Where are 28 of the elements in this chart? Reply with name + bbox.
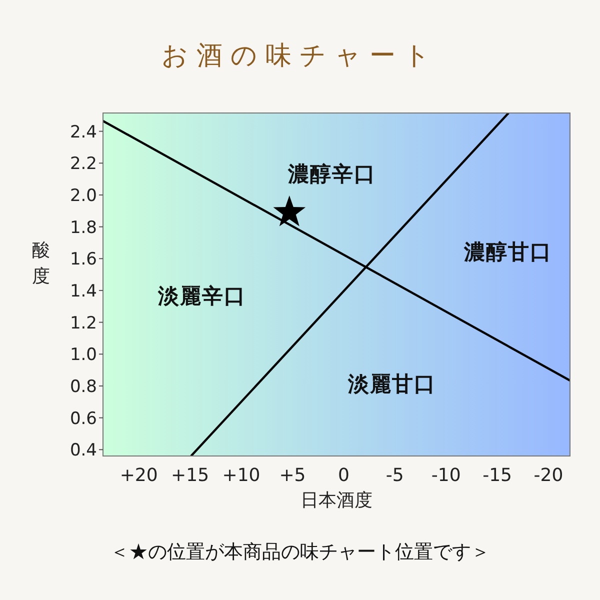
x-tick-label: -20: [534, 465, 564, 486]
y-tick-label: 1.4: [70, 281, 97, 302]
annotation: 淡麗辛口: [157, 283, 246, 308]
y-tick-label: 0.6: [70, 408, 97, 429]
x-tick-label: +10: [222, 465, 260, 486]
annotation: 濃醇辛口: [287, 161, 376, 186]
x-tick-label: +20: [120, 465, 158, 486]
y-tick-label: 1.8: [70, 218, 97, 238]
y-tick-label: 2.2: [70, 154, 97, 174]
y-tick-label: 1.6: [70, 250, 97, 270]
x-tick-label: +5: [279, 465, 306, 486]
text: ＜★の位置が本商品の味チャート位置です＞: [110, 541, 490, 563]
x-axis-title: 日本酒度: [300, 490, 372, 511]
y-tick-label: 2.4: [70, 122, 97, 142]
y-axis-title: 酸度: [32, 240, 50, 287]
y-tick-label: 1.2: [70, 313, 97, 334]
y-tick-label: 0.8: [70, 376, 97, 397]
chart-title: お酒の味チャート: [162, 41, 438, 71]
x-tick-label: +15: [171, 465, 210, 486]
annotation: 淡麗甘口: [347, 371, 436, 396]
x-tick-label: -10: [431, 465, 461, 486]
x-tick-label: -15: [482, 465, 512, 486]
annotation: 濃醇甘口: [463, 239, 552, 264]
x-tick-label: 0: [338, 465, 350, 486]
y-tick-label: 1.0: [70, 345, 97, 366]
x-tick-label: -5: [386, 465, 404, 486]
y-tick-label: 0.4: [70, 440, 97, 461]
y-tick-label: 2.0: [70, 186, 97, 206]
